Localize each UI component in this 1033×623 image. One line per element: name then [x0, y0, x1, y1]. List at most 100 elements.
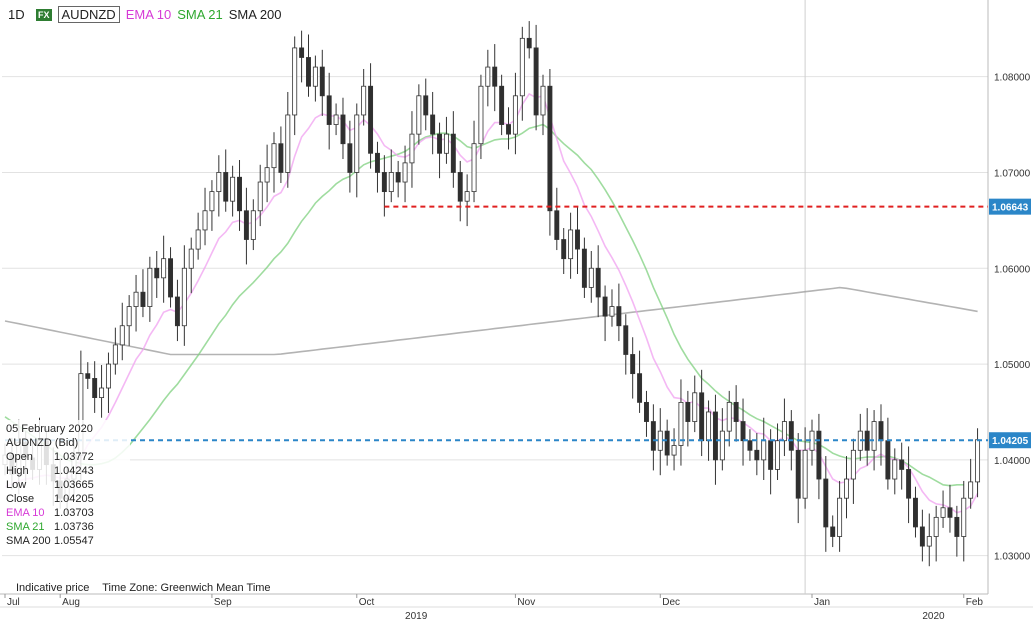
candle-up	[409, 133, 415, 164]
candle-down	[547, 85, 553, 212]
candle-up	[892, 459, 898, 480]
candle-up	[119, 325, 125, 346]
candle-up	[671, 445, 677, 456]
candle-up	[133, 291, 139, 307]
ohlc-info-panel: 05 February 2020 AUDNZD (Bid) Open 1.0377…	[2, 420, 130, 550]
candle-down	[526, 37, 532, 49]
candle-down	[423, 95, 429, 116]
candle-down	[561, 239, 567, 260]
candle-up	[968, 481, 974, 499]
ema10-legend[interactable]: EMA 10	[125, 7, 172, 22]
symbol-label[interactable]: AUDNZD	[57, 6, 120, 23]
candle-down	[368, 85, 374, 154]
candle-down	[533, 47, 539, 116]
candle-up	[512, 95, 518, 135]
candle-down	[340, 114, 346, 145]
candle-down	[154, 267, 160, 279]
candle-down	[947, 507, 953, 518]
info-row: SMA 21 1.03736	[6, 520, 126, 534]
candle-down	[733, 401, 739, 422]
info-value: 1.05547	[54, 535, 94, 547]
candle-up	[271, 143, 277, 169]
candle-down	[816, 430, 822, 480]
candle-up	[416, 95, 422, 135]
candle-down	[437, 133, 443, 154]
candle-up	[181, 267, 187, 327]
candle-down	[630, 354, 636, 375]
candle-down	[699, 392, 705, 442]
candle-down	[575, 229, 580, 250]
candle-down	[506, 124, 511, 135]
candle-down	[878, 421, 884, 442]
sma200-legend[interactable]: SMA 200	[228, 7, 282, 22]
candle-down	[430, 114, 436, 135]
candle-down	[712, 411, 718, 461]
candle-up	[781, 421, 787, 442]
candle-down	[644, 401, 649, 422]
candle-down	[919, 526, 925, 547]
candle-up	[933, 516, 939, 537]
info-date: 05 February 2020	[6, 423, 93, 435]
month-label: Nov	[517, 597, 535, 608]
info-row: Low 1.03665	[6, 478, 126, 492]
candle-down	[954, 516, 960, 537]
info-value: 1.03665	[54, 479, 94, 491]
candle-down	[864, 430, 870, 451]
candle-up	[250, 210, 256, 240]
candle-up	[264, 167, 270, 183]
candle-down	[830, 526, 836, 537]
price-tag	[989, 432, 1031, 449]
info-value: 1.03703	[54, 507, 94, 519]
candle-down	[664, 430, 670, 456]
indicative-price-note: Indicative price	[16, 582, 90, 594]
month-label: Jan	[814, 597, 830, 608]
sma21-legend[interactable]: SMA 21	[177, 7, 223, 22]
candle-up	[292, 47, 298, 116]
fx-badge-icon: FX	[36, 8, 52, 21]
candle-down	[174, 296, 180, 327]
info-value: 1.04205	[54, 493, 94, 505]
candle-down	[685, 401, 691, 422]
candle-up	[202, 210, 208, 231]
candle-up	[837, 497, 843, 537]
candle-up	[112, 344, 118, 365]
ema10-line	[4, 92, 979, 514]
price-tag-label: 1.04205	[992, 436, 1029, 447]
candle-down	[168, 258, 174, 298]
info-row: High 1.04243	[6, 464, 126, 478]
candle-down	[381, 172, 387, 193]
candle-down	[554, 210, 560, 240]
candle-up	[871, 421, 877, 451]
candle-down	[457, 172, 463, 202]
info-row: EMA 10 1.03703	[6, 506, 126, 520]
candle-up	[940, 507, 946, 518]
sma200-line	[4, 286, 978, 356]
candle-down	[319, 66, 325, 97]
candle-down	[650, 421, 656, 451]
candle-up	[802, 449, 808, 499]
y-tick-label: 1.05000	[994, 360, 1031, 371]
candle-down	[299, 47, 305, 58]
month-label: Sep	[214, 597, 232, 608]
candle-down	[237, 176, 242, 212]
candle-down	[85, 373, 91, 379]
candle-up	[678, 401, 684, 446]
candle-up	[726, 401, 732, 432]
candle-up	[844, 478, 849, 499]
candle-down	[637, 373, 643, 403]
timeframe-label[interactable]: 1D	[8, 7, 25, 22]
info-value: 1.04243	[54, 465, 94, 477]
candle-down	[499, 85, 505, 125]
candle-up	[926, 536, 932, 547]
timezone-note: Time Zone: Greenwich Mean Time	[102, 582, 271, 594]
candle-down	[92, 378, 98, 398]
info-row: SMA 200 1.05547	[6, 534, 126, 548]
candle-down	[899, 459, 905, 470]
chart-footnote: Indicative price Time Zone: Greenwich Me…	[16, 582, 281, 594]
candle-up	[285, 114, 291, 173]
candle-down	[913, 497, 918, 528]
candle-up	[719, 430, 725, 461]
info-label: EMA 10	[6, 507, 45, 519]
